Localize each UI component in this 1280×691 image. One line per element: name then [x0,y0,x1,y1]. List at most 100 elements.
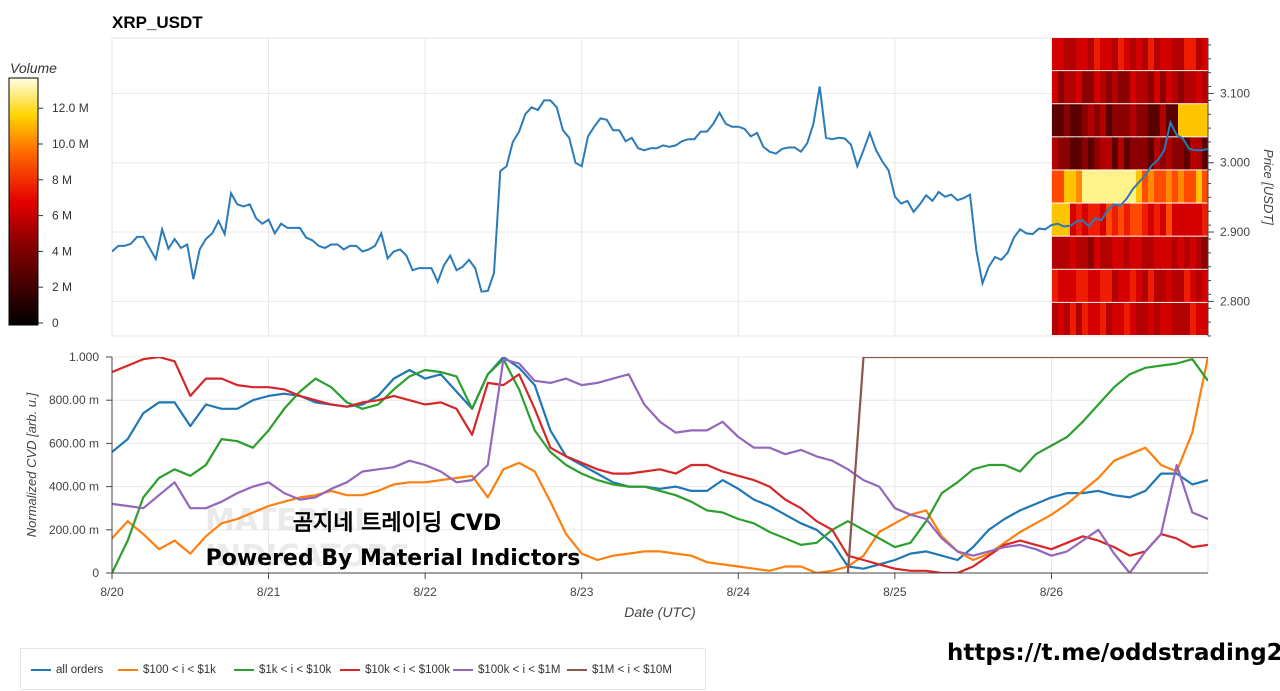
heatmap-cell [1202,71,1208,104]
heatmap-cell [1094,104,1101,137]
heatmap-cell [1082,302,1089,335]
heatmap-cell [1130,203,1137,236]
heatmap-cell [1136,71,1143,104]
heatmap-cell [1064,104,1071,137]
price-tick-label: 3.100 [1220,86,1250,100]
date-tick-label: 8/20 [100,585,124,599]
heatmap-cell [1202,38,1208,71]
heatmap-cell [1124,269,1131,302]
heatmap-cell [1088,71,1095,104]
heatmap-cell [1178,170,1185,203]
heatmap-cell [1178,71,1185,104]
legend-label: $100k < i < $1M [478,664,561,676]
heatmap-cell [1076,170,1083,203]
heatmap-cell [1202,104,1208,137]
heatmap-cell [1136,137,1143,170]
heatmap-cell [1184,203,1191,236]
heatmap-cell [1166,236,1173,269]
heatmap-cell [1058,236,1065,269]
colorbar-tick-label: 12.0 M [52,101,89,115]
cvd-tick-label: 800.00 m [49,393,99,407]
heatmap-cell [1100,71,1107,104]
colorbar-tick-label: 8 M [52,173,72,187]
heatmap-cell [1178,104,1185,137]
heatmap-cell [1070,104,1077,137]
heatmap-cell [1190,137,1197,170]
heatmap-cell [1064,137,1071,170]
heatmap-cell [1172,170,1179,203]
legend-label: $1M < i < $10M [592,664,672,676]
legend-item[interactable]: $100 < i < $1k [118,662,216,678]
heatmap-cell [1124,203,1131,236]
heatmap-cell [1070,203,1077,236]
heatmap-cell [1082,71,1089,104]
heatmap-cell [1052,203,1059,236]
heatmap-cell [1094,71,1101,104]
heatmap-cell [1124,38,1131,71]
heatmap-cell [1154,203,1161,236]
colorbar-tick-label: 6 M [52,209,72,223]
heatmap-cell [1160,104,1167,137]
heatmap-cell [1184,137,1191,170]
heatmap-cell [1148,236,1155,269]
heatmap-cell [1076,38,1083,71]
price-plot-area [111,37,1209,337]
heatmap-cell [1172,236,1179,269]
legend-item[interactable]: $100k < i < $1M [453,662,560,678]
heatmap-cell [1166,71,1173,104]
heatmap-cell [1160,71,1167,104]
heatmap-cell [1178,203,1185,236]
price-tick-label: 2.800 [1220,294,1250,308]
heatmap-cell [1184,236,1191,269]
heatmap-cell [1196,302,1203,335]
telegram-link[interactable]: https://t.me/oddstrading2 [947,640,1280,666]
heatmap-cell [1064,170,1071,203]
heatmap-cell [1136,236,1143,269]
heatmap-cell [1112,38,1119,71]
legend-swatch [453,669,473,671]
date-tick-label: 8/22 [413,585,437,599]
heatmap-cell [1184,302,1191,335]
heatmap-cell [1136,170,1143,203]
heatmap-cell [1196,71,1203,104]
date-tick-label: 8/25 [883,585,907,599]
heatmap-cell [1154,71,1161,104]
legend-label: $1k < i < $10k [259,664,332,676]
heatmap-cell [1160,203,1167,236]
heatmap-cell [1184,71,1191,104]
legend-item[interactable]: all orders [31,662,103,678]
heatmap-cell [1064,302,1071,335]
heatmap-cell [1154,269,1161,302]
heatmap-cell [1100,269,1107,302]
heatmap-cell [1094,269,1101,302]
heatmap-cell [1202,203,1208,236]
heatmap-cell [1112,71,1119,104]
cvd-tick-label: 600.00 m [49,436,99,450]
legend-item[interactable]: $1k < i < $10k [234,662,331,678]
legend-item[interactable]: $10k < i < $100k [340,662,450,678]
heatmap-cell [1070,170,1077,203]
heatmap-cell [1130,137,1137,170]
heatmap-cell [1082,170,1089,203]
heatmap-cell [1094,137,1101,170]
heatmap-cell [1172,203,1179,236]
date-axis-label: Date (UTC) [624,604,696,620]
heatmap-cell [1196,170,1203,203]
heatmap-cell [1130,170,1137,203]
heatmap-cell [1052,38,1059,71]
legend-item[interactable]: $1M < i < $10M [567,662,672,678]
heatmap-cell [1130,302,1137,335]
cvd-series-line [112,357,1208,573]
heatmap-cell [1070,236,1077,269]
heatmap-cell [1076,269,1083,302]
heatmap-cell [1064,269,1071,302]
cvd-tick-label: 200.00 m [49,523,99,537]
heatmap-cell [1148,302,1155,335]
heatmap-cell [1124,236,1131,269]
heatmap-cell [1076,236,1083,269]
heatmap-cell [1160,269,1167,302]
heatmap-cell [1118,302,1125,335]
heatmap-cell [1082,269,1089,302]
heatmap-cell [1118,38,1125,71]
legend-swatch [567,669,587,671]
